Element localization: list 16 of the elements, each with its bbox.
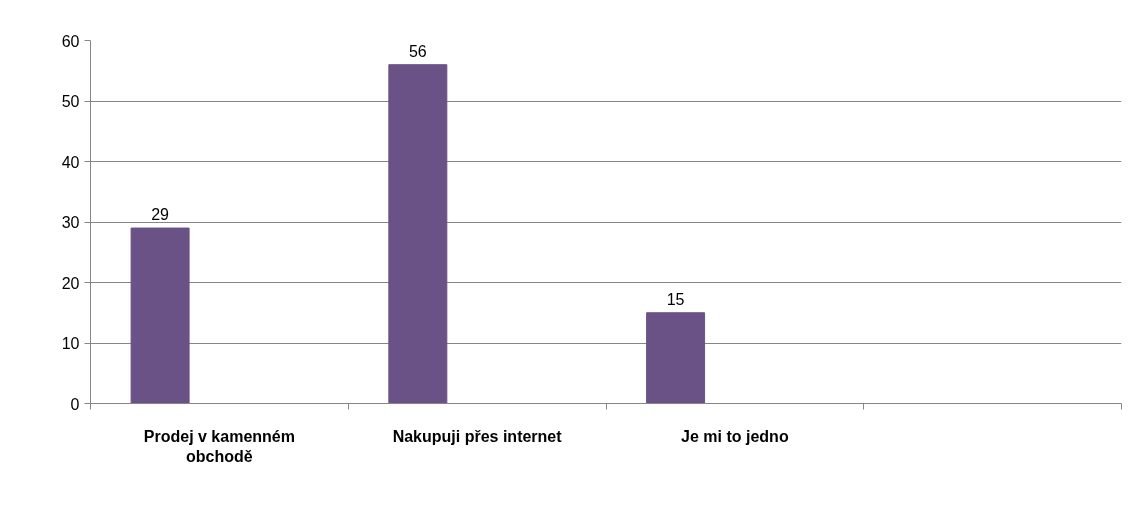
x-tick-label: Nakupuji přes internet [392, 427, 563, 445]
x-tick-label: Prodej v kamenném obchodě [143, 427, 295, 465]
bar [130, 227, 190, 404]
x-tick-label: Je mi to jedno [681, 427, 789, 445]
bar [388, 64, 448, 404]
y-tick-label: 0 [70, 395, 80, 413]
bar [646, 312, 706, 404]
y-tick-label: 40 [61, 153, 80, 171]
y-tick-label: 20 [61, 274, 80, 292]
data-label: 56 [408, 42, 427, 60]
y-tick-label: 60 [61, 32, 80, 50]
y-tick-label: 50 [61, 93, 80, 110]
data-label: 15 [666, 290, 685, 308]
data-label: 29 [151, 206, 170, 224]
y-tick-label: 10 [61, 335, 80, 352]
y-tick-label: 30 [61, 214, 80, 231]
